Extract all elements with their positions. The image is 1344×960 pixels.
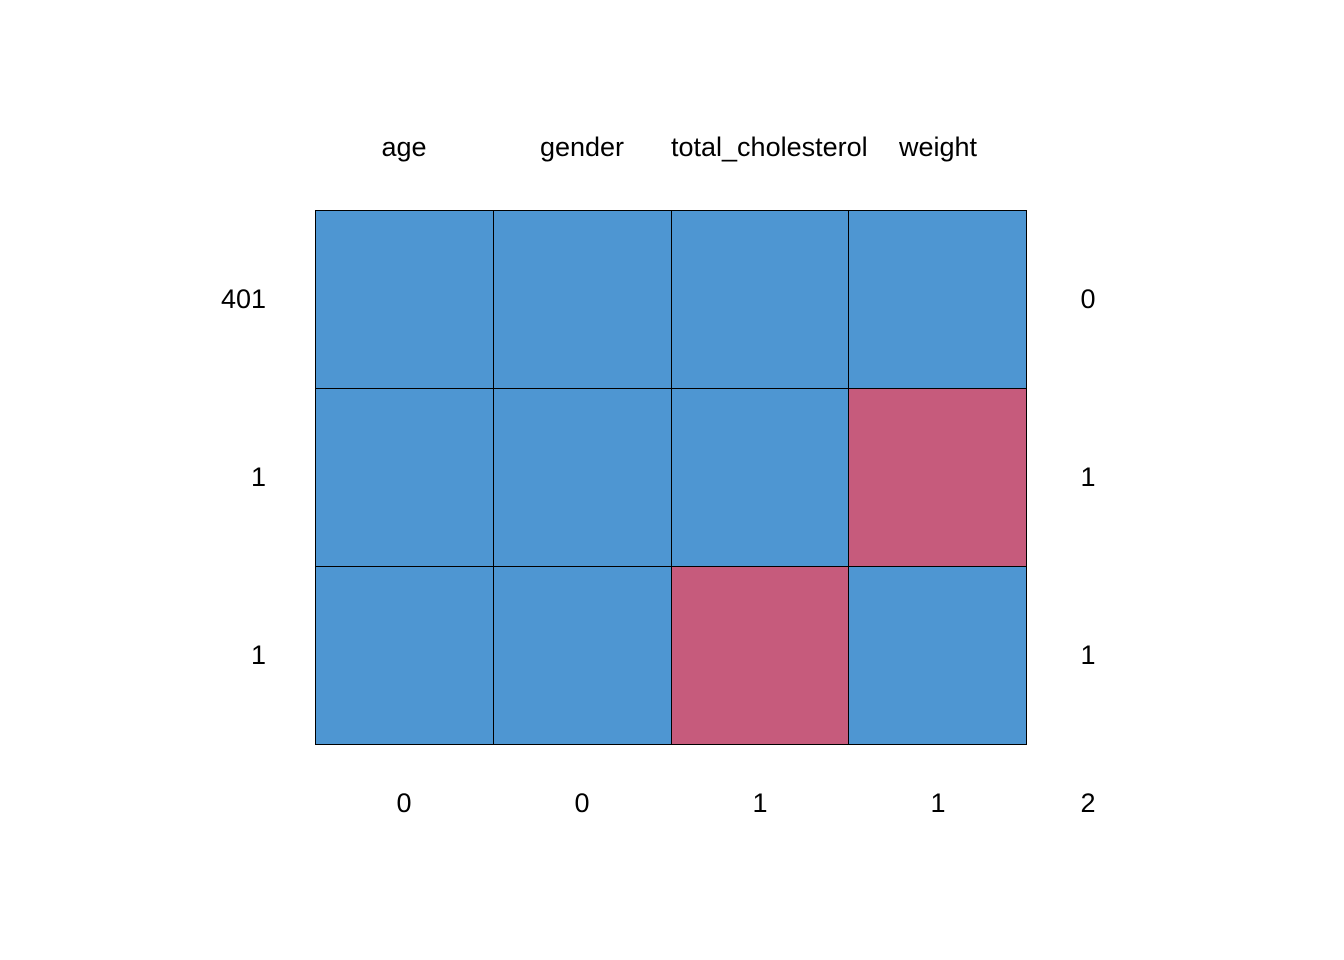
observed-cell-r2-c2 — [493, 389, 672, 567]
pattern-frequency-row-2: 1 — [250, 461, 266, 492]
column-header-weight: weight — [898, 132, 978, 162]
missing-per-variable-axis: 0 0 1 1 — [315, 786, 1027, 820]
missing-count-row-3: 1 — [1080, 640, 1096, 671]
observed-cell-r3-c1 — [316, 567, 494, 745]
missing-cell-r2-c4 — [849, 389, 1027, 567]
column-header-gender: gender — [539, 132, 625, 162]
observed-cell-r1-c1 — [316, 211, 494, 389]
pattern-frequency-row-1: 401 — [220, 283, 266, 314]
missing-count-row-2: 1 — [1080, 461, 1096, 492]
missing-cell-r3-c3 — [671, 567, 850, 745]
pattern-frequency-row-3: 1 — [250, 640, 266, 671]
missing-count-gender: 0 — [574, 788, 590, 818]
observed-cell-r2-c1 — [316, 389, 494, 567]
missing-count-weight: 1 — [930, 788, 946, 818]
missing-count-age: 0 — [396, 788, 412, 818]
column-headers: age gender total_cholesterol weight — [315, 130, 1027, 164]
pattern-grid — [315, 210, 1027, 745]
observed-cell-r3-c2 — [493, 567, 672, 745]
missing-count-total-cholesterol: 1 — [752, 788, 768, 818]
observed-cell-r3-c4 — [849, 567, 1027, 745]
pattern-frequency-axis: 401 1 1 — [160, 210, 266, 745]
column-header-age: age — [381, 132, 427, 162]
observed-cell-r2-c3 — [671, 389, 850, 567]
total-missing-count: 2 — [1080, 788, 1096, 818]
observed-cell-r1-c2 — [493, 211, 672, 389]
column-header-total-cholesterol: total_cholesterol — [671, 132, 868, 162]
missing-count-row-1: 0 — [1080, 283, 1096, 314]
missing-per-pattern-axis: 0 1 1 — [1057, 210, 1119, 745]
observed-cell-r1-c4 — [849, 211, 1027, 389]
observed-cell-r1-c3 — [671, 211, 850, 389]
